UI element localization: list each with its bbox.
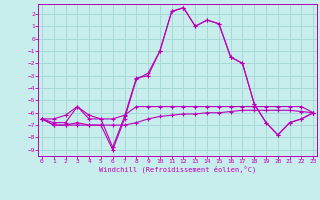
X-axis label: Windchill (Refroidissement éolien,°C): Windchill (Refroidissement éolien,°C) — [99, 166, 256, 173]
